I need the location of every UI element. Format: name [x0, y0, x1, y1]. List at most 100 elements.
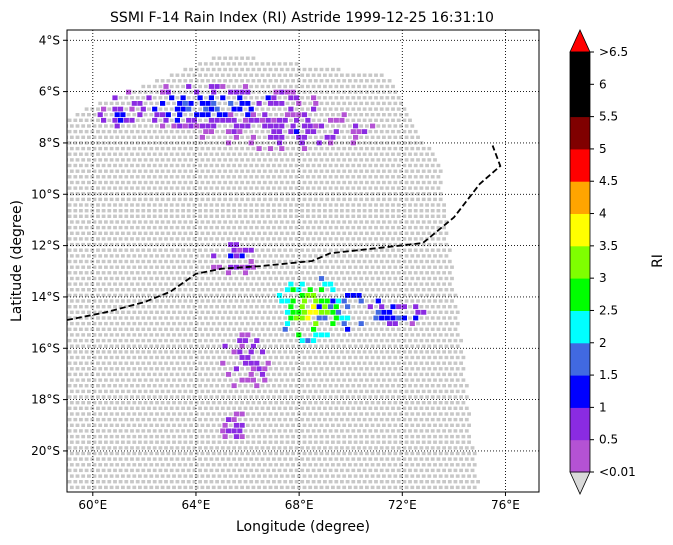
rain-cell: [318, 298, 325, 304]
swath-pixel: [67, 440, 69, 444]
swath-pixel: [291, 79, 295, 83]
swath-pixel: [172, 299, 176, 303]
swath-pixel: [172, 220, 176, 224]
swath-pixel: [368, 480, 373, 484]
swath-pixel: [387, 389, 392, 394]
swath-pixel: [223, 401, 227, 405]
swath-pixel: [228, 440, 233, 444]
swath-pixel: [272, 338, 276, 343]
swath-pixel: [291, 389, 295, 394]
swath-pixel: [436, 186, 441, 190]
swath-pixel: [81, 401, 86, 405]
swath-pixel: [198, 186, 202, 190]
swath-pixel: [274, 321, 278, 326]
swath-pixel: [453, 350, 458, 354]
swath-pixel: [404, 158, 409, 162]
swath-pixel: [277, 271, 282, 275]
swath-pixel: [313, 451, 318, 456]
swath-pixel: [155, 254, 159, 258]
swath-pixel: [359, 90, 364, 94]
swath-pixel: [302, 333, 307, 337]
swath-pixel: [313, 367, 318, 371]
swath-pixel: [79, 129, 83, 134]
swath-pixel: [467, 440, 471, 444]
swath-pixel: [206, 67, 210, 72]
swath-pixel: [92, 344, 97, 348]
rain-cell: [413, 315, 419, 321]
swath-pixel: [109, 474, 114, 478]
swath-pixel: [402, 361, 407, 365]
swath-pixel: [158, 417, 163, 422]
swath-pixel: [166, 321, 171, 326]
swath-pixel: [353, 440, 358, 444]
swath-pixel: [438, 242, 443, 247]
swath-pixel: [291, 344, 295, 348]
swath-pixel: [217, 451, 222, 456]
swath-pixel: [410, 265, 415, 269]
swath-pixel: [393, 412, 398, 416]
swath-pixel: [101, 384, 106, 388]
swath-pixel: [124, 468, 129, 473]
swath-pixel: [319, 146, 324, 151]
swath-pixel: [313, 113, 318, 117]
swath-pixel: [138, 254, 142, 258]
rain-cell: [273, 123, 279, 129]
swath-pixel: [160, 463, 165, 467]
swath-pixel: [175, 372, 180, 377]
swath-pixel: [211, 451, 216, 456]
rain-cell: [301, 298, 308, 304]
swath-pixel: [328, 248, 333, 252]
swath-pixel: [217, 367, 222, 371]
swath-pixel: [348, 254, 352, 258]
swath-pixel: [266, 152, 271, 156]
swath-pixel: [433, 288, 437, 292]
swath-pixel: [374, 350, 378, 354]
swath-pixel: [385, 96, 390, 100]
swath-pixel: [274, 389, 278, 394]
swath-pixel: [84, 237, 89, 241]
swath-pixel: [130, 271, 134, 275]
swath-pixel: [331, 242, 335, 247]
swath-pixel: [328, 152, 333, 156]
swath-pixel: [410, 146, 415, 151]
swath-pixel: [101, 175, 106, 179]
swath-pixel: [237, 186, 242, 190]
swath-pixel: [160, 321, 165, 326]
swath-pixel: [69, 333, 74, 337]
swath-pixel: [223, 378, 227, 382]
swath-pixel: [387, 378, 392, 382]
swath-pixel: [124, 175, 129, 179]
swath-pixel: [300, 129, 305, 134]
swath-pixel: [283, 338, 288, 343]
swath-pixel: [130, 163, 134, 168]
rain-cell: [301, 309, 308, 315]
swath-pixel: [399, 485, 403, 490]
swath-pixel: [200, 192, 205, 196]
rain-cell: [313, 332, 319, 338]
rain-cell: [228, 253, 234, 259]
swath-pixel: [192, 372, 197, 377]
swath-pixel: [410, 135, 415, 139]
rain-cell: [231, 247, 237, 253]
swath-pixel: [262, 389, 267, 394]
swath-pixel: [300, 446, 305, 450]
swath-pixel: [362, 163, 367, 168]
swath-pixel: [279, 423, 284, 427]
swath-pixel: [147, 271, 151, 275]
swath-pixel: [220, 186, 225, 190]
swath-pixel: [143, 146, 148, 151]
swath-pixel: [283, 316, 288, 320]
swath-pixel: [404, 220, 409, 224]
swath-pixel: [274, 288, 278, 292]
swath-pixel: [419, 338, 424, 343]
swath-pixel: [382, 169, 386, 173]
swath-pixel: [160, 192, 165, 196]
swath-pixel: [442, 282, 446, 286]
swath-pixel: [147, 457, 151, 461]
swath-pixel: [387, 463, 392, 467]
swath-pixel: [336, 192, 341, 196]
swath-pixel: [56, 226, 60, 229]
swath-pixel: [132, 321, 137, 326]
swath-pixel: [325, 124, 330, 128]
swath-pixel: [308, 242, 313, 247]
